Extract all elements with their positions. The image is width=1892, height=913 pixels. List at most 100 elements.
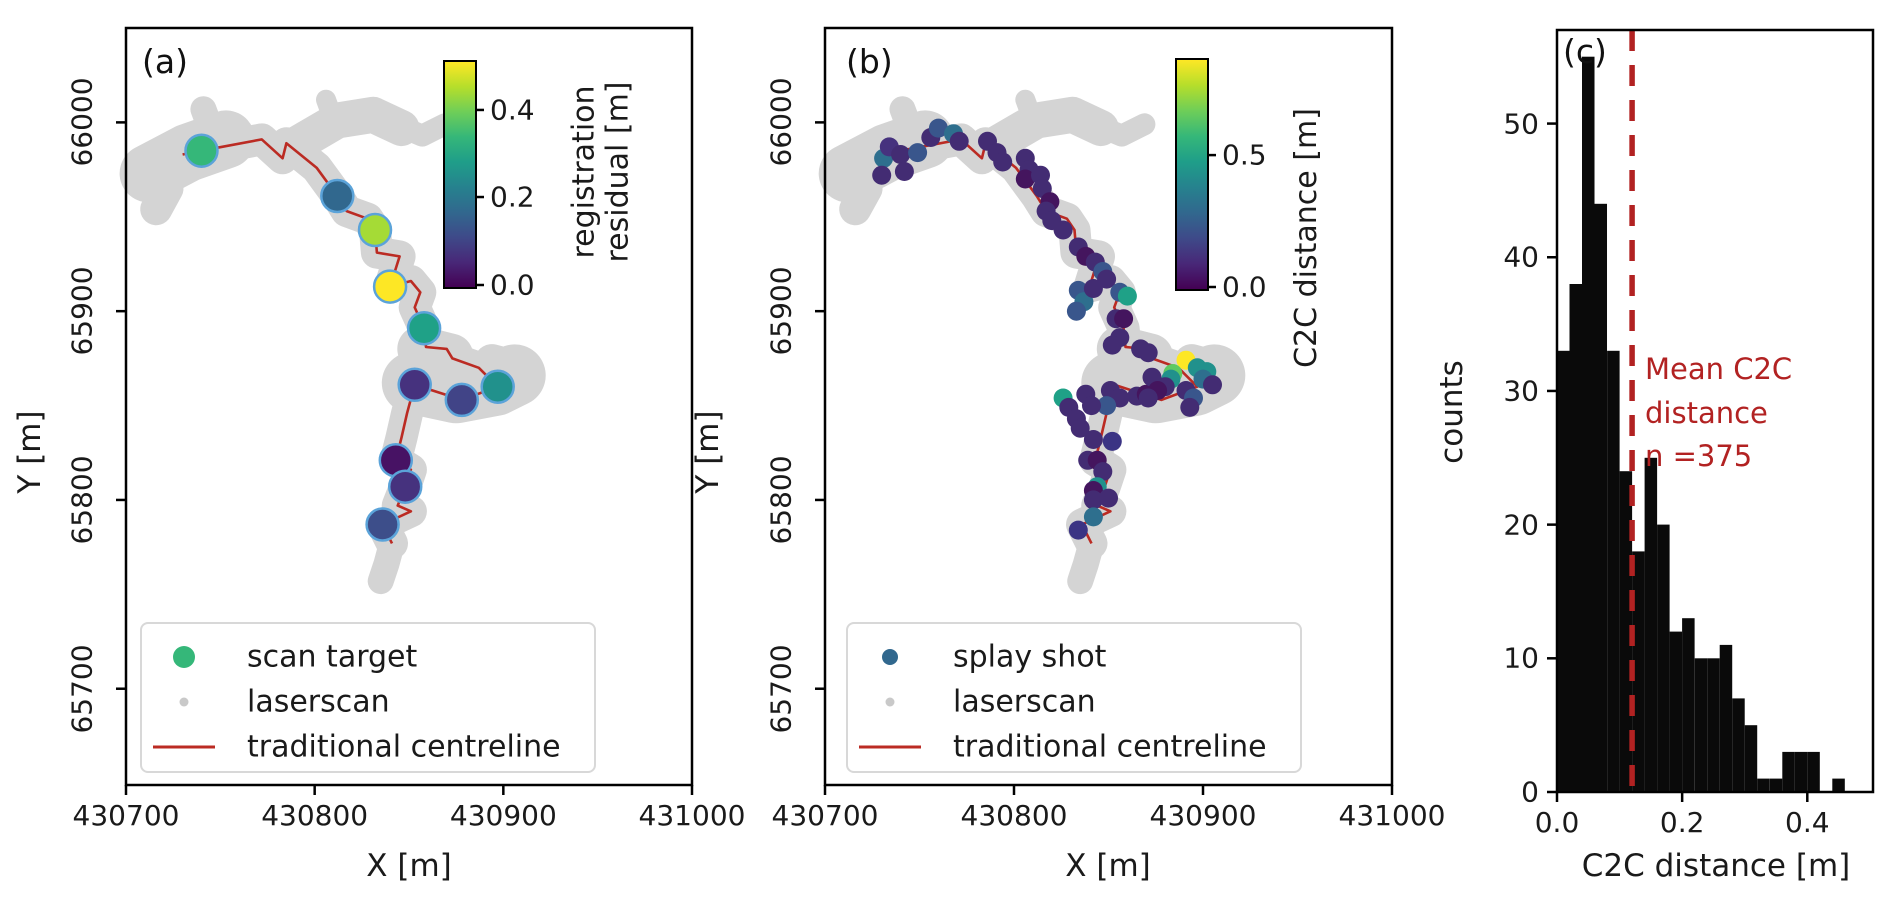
laserscan-pointcloud-b-6 <box>1074 109 1156 147</box>
ytick-label-b-65700: 65700 <box>764 644 798 734</box>
legend-label: traditional centreline <box>247 729 561 764</box>
ytick-label-b-65900: 65900 <box>764 266 798 356</box>
ytick-label-a-66000: 66000 <box>65 77 99 167</box>
hist-bar-22 <box>1832 778 1845 792</box>
legend-label: splay shot <box>953 639 1107 674</box>
hist-bar-4 <box>1607 350 1620 792</box>
splay-shot-74 <box>1068 520 1088 540</box>
hist-bar-5 <box>1619 471 1633 792</box>
hist-bar-14 <box>1732 698 1745 792</box>
legend-item-traditional-centreline: traditional centreline <box>848 722 1300 771</box>
laserscan-pointcloud-b-5 <box>1015 89 1043 131</box>
legend-item-splay-shot: splay shot <box>848 632 1300 681</box>
ytick-label-b-65800: 65800 <box>764 455 798 545</box>
legend-dot-marker <box>173 645 195 668</box>
hist-bar-13 <box>1719 644 1733 792</box>
panel-a-letter: (a) <box>142 42 188 81</box>
legend-label: scan target <box>247 639 418 674</box>
xtick-label-b-431000: 431000 <box>1338 799 1446 832</box>
laserscan-pointcloud-a-3 <box>190 96 222 138</box>
hist-bar-8 <box>1657 524 1670 792</box>
scan-target-6 <box>444 382 480 418</box>
legend-label: laserscan <box>953 684 1096 719</box>
splay-shot-46 <box>1203 375 1222 395</box>
ytick-label-c-0: 0 <box>1521 775 1539 809</box>
legend-dot-marker <box>882 648 898 665</box>
splay-shot-7 <box>928 118 948 138</box>
colorbar-c2c-distance <box>1175 58 1209 291</box>
splay-shot-4 <box>894 162 914 181</box>
legend-dot-marker <box>179 697 189 706</box>
mean-annotation-line1: Mean C2C <box>1645 352 1793 386</box>
legend-panel-b: splay shot laserscan traditional centrelin… <box>846 622 1302 773</box>
legend-item-laserscan: laserscan <box>142 677 594 726</box>
ytick-label-b-66000: 66000 <box>764 77 798 167</box>
colorbar-b-label-line1: C2C distance [m] <box>1289 108 1325 368</box>
splay-shot-68 <box>1093 462 1113 482</box>
splay-shot-9 <box>949 131 969 151</box>
hist-bar-17 <box>1769 778 1783 792</box>
colorbar-b-label: C2C distance [m] <box>1289 108 1325 368</box>
ytick-label-c-30: 30 <box>1503 374 1539 408</box>
scan-target-3 <box>372 269 408 304</box>
cbtick-label-cb-b-0.0: 0.0 <box>1222 270 1267 304</box>
xtick-label-a-430800: 430800 <box>261 799 369 832</box>
hist-bar-3 <box>1594 203 1608 793</box>
hist-bar-12 <box>1707 658 1720 792</box>
splay-shot-71 <box>1083 490 1103 510</box>
splay-shot-21 <box>1053 220 1073 240</box>
laserscan-pointcloud-a-2 <box>140 172 184 226</box>
ytick-label-a-65700: 65700 <box>65 644 99 734</box>
scan-target-5 <box>397 367 432 403</box>
axes-box-c <box>1555 28 1875 794</box>
panel-b-letter: (b) <box>846 42 893 81</box>
hist-bar-6 <box>1632 551 1645 792</box>
splay-shot-73 <box>1083 507 1103 527</box>
laserscan-pointcloud-a-10 <box>367 530 405 595</box>
ytick-label-a-65800: 65800 <box>65 455 99 545</box>
ytick-label-c-40: 40 <box>1503 240 1539 274</box>
mean-c2c-annotation: Mean C2C distance n =375 <box>1645 348 1792 479</box>
splay-shot-32 <box>1117 286 1137 306</box>
hist-bar-7 <box>1644 457 1658 792</box>
cbtick-label-cb-a-0.4: 0.4 <box>490 93 535 127</box>
panel-a-ylabel: Y [m] <box>12 410 48 494</box>
legend-label: laserscan <box>247 684 390 719</box>
mean-annotation-line2: distance <box>1645 395 1768 430</box>
cbtick-label-cb-b-0.5: 0.5 <box>1222 138 1267 172</box>
splay-shot-38 <box>1138 343 1158 363</box>
laserscan-pointcloud-a-5 <box>316 89 344 131</box>
splay-shot-57 <box>1097 396 1117 416</box>
legend-dot-marker <box>885 697 895 706</box>
panel-c-xlabel: C2C distance [m] <box>1581 848 1851 884</box>
splay-shot-30 <box>1083 279 1103 298</box>
laserscan-pointcloud-b-10 <box>1067 530 1105 595</box>
panel-c-letter: (c) <box>1563 32 1607 71</box>
splay-shot-65 <box>1102 431 1122 451</box>
xtick-label-b-430800: 430800 <box>960 799 1068 832</box>
xtick-label-a-431000: 431000 <box>638 799 746 832</box>
ytick-label-c-20: 20 <box>1503 508 1539 542</box>
scan-target-2 <box>357 212 393 248</box>
colorbar-a-label: registration residual [m] <box>566 81 635 263</box>
scan-target-7 <box>480 369 515 404</box>
splay-shot-36 <box>1102 335 1122 355</box>
splay-shot-26 <box>1097 269 1117 289</box>
laserscan-pointcloud-a-9 <box>397 325 474 380</box>
splay-shot-29 <box>1066 301 1086 321</box>
laserscan-pointcloud-a-6 <box>375 109 456 147</box>
hist-bar-19 <box>1794 751 1808 792</box>
splay-shot-2 <box>872 165 892 185</box>
hist-bar-9 <box>1669 631 1683 792</box>
legend-item-laserscan: laserscan <box>848 677 1300 726</box>
xtick-label-b-430700: 430700 <box>771 799 879 832</box>
legend-panel-a: scan target laserscan traditional centreli… <box>140 622 596 773</box>
hist-bar-1 <box>1569 284 1583 792</box>
xtick-label-a-430700: 430700 <box>72 799 180 832</box>
legend-line-marker <box>859 745 921 748</box>
colorbar-registration-residual <box>443 60 477 289</box>
ytick-label-c-10: 10 <box>1503 641 1539 675</box>
legend-line-marker <box>153 745 215 748</box>
colorbar-a-label-line2: residual [m] <box>600 81 635 263</box>
